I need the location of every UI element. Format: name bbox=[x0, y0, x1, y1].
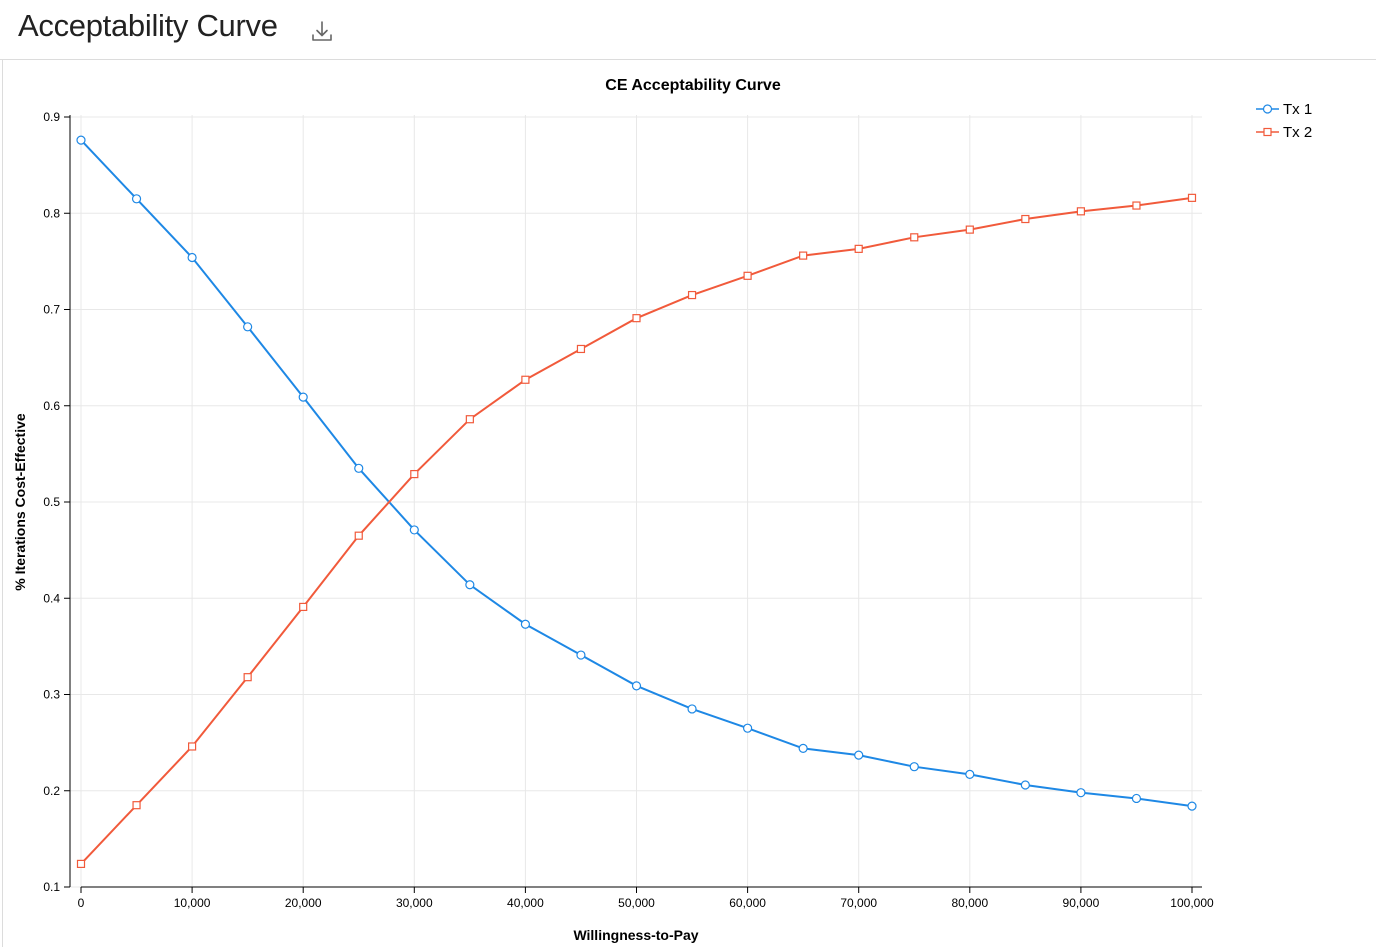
legend-label: Tx 1 bbox=[1283, 101, 1312, 118]
data-point[interactable] bbox=[798, 743, 808, 754]
data-point[interactable] bbox=[1132, 201, 1141, 210]
y-tick-label: 0.5 bbox=[43, 495, 60, 509]
legend-item[interactable]: Tx 1 bbox=[1256, 101, 1312, 118]
data-point[interactable] bbox=[687, 290, 697, 300]
x-tick-label: 100,000 bbox=[1170, 896, 1214, 910]
data-point[interactable] bbox=[854, 750, 864, 760]
x-tick-label: 20,000 bbox=[285, 896, 322, 910]
data-point[interactable] bbox=[76, 859, 86, 869]
chart-panel: 0 10,000 20,000 30,000 40,000 50,000 60,000 70,… bbox=[2, 60, 1376, 947]
y-tick-label: 0.1 bbox=[43, 880, 60, 894]
data-point[interactable] bbox=[687, 704, 697, 714]
x-tick-label: 80,000 bbox=[951, 896, 988, 910]
data-point[interactable] bbox=[243, 322, 253, 332]
data-point[interactable] bbox=[188, 742, 197, 751]
legend-marker bbox=[1262, 104, 1273, 114]
x-tick-label: 0 bbox=[78, 896, 85, 910]
y-tick-label: 0.4 bbox=[43, 591, 60, 605]
data-point[interactable] bbox=[1020, 780, 1030, 790]
y-axis-label: % Iterations Cost-Effective bbox=[12, 413, 28, 591]
y-tick-label: 0.3 bbox=[43, 688, 60, 702]
legend: Tx 1 Tx 2 bbox=[1256, 101, 1312, 141]
data-point[interactable] bbox=[909, 762, 919, 772]
x-tick-label: 70,000 bbox=[840, 896, 877, 910]
data-point[interactable] bbox=[132, 801, 141, 810]
download-button[interactable] bbox=[308, 18, 336, 46]
legend-item[interactable]: Tx 2 bbox=[1256, 124, 1312, 141]
data-point[interactable] bbox=[1187, 801, 1197, 811]
axes bbox=[69, 115, 1202, 888]
y-tick-label: 0.2 bbox=[43, 784, 60, 798]
page-header: Acceptability Curve bbox=[0, 0, 1376, 60]
data-point[interactable] bbox=[76, 135, 86, 145]
y-axis-ticks: 0.1 0.2 0.3 0.4 0.5 0.6 0.7 0.8 0.9 bbox=[43, 110, 70, 894]
data-point[interactable] bbox=[409, 525, 419, 535]
data-point[interactable] bbox=[520, 619, 531, 629]
data-point[interactable] bbox=[631, 681, 642, 691]
data-point[interactable] bbox=[910, 233, 919, 242]
legend-label: Tx 2 bbox=[1283, 124, 1312, 141]
legend-marker bbox=[1263, 127, 1272, 137]
data-point[interactable] bbox=[354, 463, 364, 473]
acceptability-chart: 0 10,000 20,000 30,000 40,000 50,000 60,000 70,… bbox=[12, 77, 1312, 943]
page-title: Acceptability Curve bbox=[18, 8, 278, 43]
y-tick-label: 0.8 bbox=[43, 206, 60, 220]
data-point[interactable] bbox=[1131, 793, 1142, 804]
y-tick-label: 0.9 bbox=[43, 110, 60, 124]
x-tick-label: 90,000 bbox=[1063, 896, 1100, 910]
data-point[interactable] bbox=[465, 580, 475, 590]
data-point[interactable] bbox=[521, 375, 530, 384]
data-point[interactable] bbox=[743, 271, 752, 280]
data-point[interactable] bbox=[854, 244, 863, 253]
data-point[interactable] bbox=[299, 602, 308, 612]
grid bbox=[70, 115, 1202, 888]
data-point[interactable] bbox=[243, 673, 252, 682]
data-point[interactable] bbox=[965, 769, 975, 779]
x-tick-label: 30,000 bbox=[396, 896, 433, 910]
data-point[interactable] bbox=[410, 469, 419, 479]
data-point[interactable] bbox=[965, 225, 974, 234]
series bbox=[76, 135, 1197, 869]
data-point[interactable] bbox=[742, 723, 753, 733]
data-point[interactable] bbox=[632, 314, 641, 323]
data-point[interactable] bbox=[131, 194, 142, 204]
data-point[interactable] bbox=[799, 251, 808, 260]
x-tick-label: 10,000 bbox=[174, 896, 211, 910]
x-tick-label: 50,000 bbox=[618, 896, 655, 910]
series-tx-1 bbox=[76, 135, 1197, 811]
download-icon bbox=[312, 21, 332, 41]
data-point[interactable] bbox=[1021, 214, 1030, 224]
data-point[interactable] bbox=[1076, 207, 1086, 216]
data-point[interactable] bbox=[354, 531, 363, 540]
x-tick-label: 60,000 bbox=[729, 896, 766, 910]
data-point[interactable] bbox=[1187, 193, 1197, 202]
x-axis-label: Willingness-to-Pay bbox=[573, 927, 698, 943]
series-tx-2 bbox=[76, 193, 1197, 869]
data-point[interactable] bbox=[576, 650, 586, 660]
x-axis-ticks: 0 10,000 20,000 30,000 40,000 50,000 60,000 70,… bbox=[78, 887, 1214, 910]
data-point[interactable] bbox=[576, 344, 586, 354]
data-point[interactable] bbox=[187, 252, 197, 263]
data-point[interactable] bbox=[1076, 788, 1086, 798]
chart-title: CE Acceptability Curve bbox=[605, 77, 781, 94]
y-tick-label: 0.7 bbox=[43, 303, 60, 317]
data-point[interactable] bbox=[298, 392, 308, 402]
x-tick-label: 40,000 bbox=[507, 896, 544, 910]
y-tick-label: 0.6 bbox=[43, 399, 60, 413]
data-point[interactable] bbox=[465, 415, 474, 424]
